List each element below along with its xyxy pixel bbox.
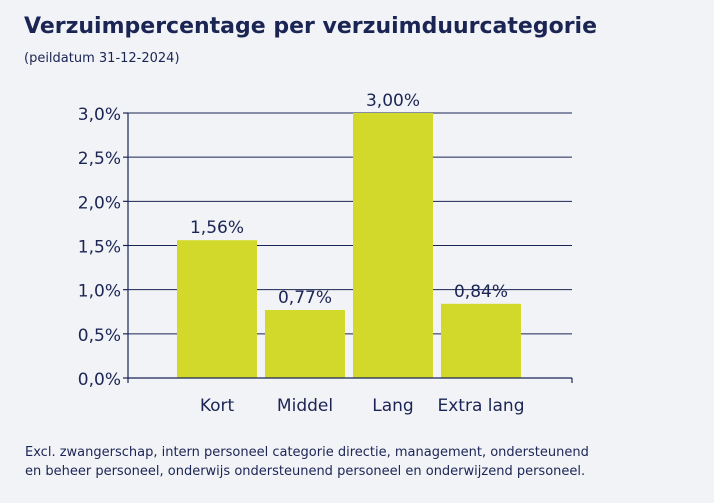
bar-kort	[177, 240, 257, 378]
x-tick-label: Kort	[200, 396, 235, 416]
data-label: 0,77%	[278, 288, 332, 308]
x-tick-label: Middel	[277, 396, 333, 416]
y-tick-label: 1,0%	[78, 282, 121, 302]
axes	[123, 112, 573, 383]
bar-lang	[353, 113, 433, 378]
bars	[177, 113, 521, 378]
bar-middel	[265, 309, 345, 378]
data-label: 0,84%	[454, 282, 508, 302]
y-tick-label: 0,0%	[78, 370, 121, 390]
x-tick-label: Lang	[372, 396, 413, 416]
labels: 0,0% 0,5% 1,0% 1,5% 2,0% 2,5% 3,0% 1,56% Kort 0,7…	[78, 91, 525, 416]
y-tick-label: 1,5%	[78, 238, 121, 258]
y-tick-label: 2,5%	[78, 149, 121, 169]
bar-extra-lang	[441, 303, 521, 378]
footnote-line-2: en beheer personeel, onderwijs ondersteu…	[25, 464, 586, 479]
data-label: 3,00%	[366, 91, 420, 111]
y-tick-label: 3,0%	[78, 105, 121, 125]
x-tick-label: Extra lang	[438, 396, 525, 416]
chart-title: Verzuimpercentage per verzuimduurcategor…	[24, 14, 597, 39]
y-tick-label: 0,5%	[78, 326, 121, 346]
footnote: Excl. zwangerschap, intern personeel cat…	[25, 443, 685, 481]
data-label: 1,56%	[190, 218, 244, 238]
footnote-line-1: Excl. zwangerschap, intern personeel cat…	[25, 445, 589, 460]
y-tick-label: 2,0%	[78, 193, 121, 213]
chart-subtitle: (peildatum 31-12-2024)	[24, 51, 180, 66]
